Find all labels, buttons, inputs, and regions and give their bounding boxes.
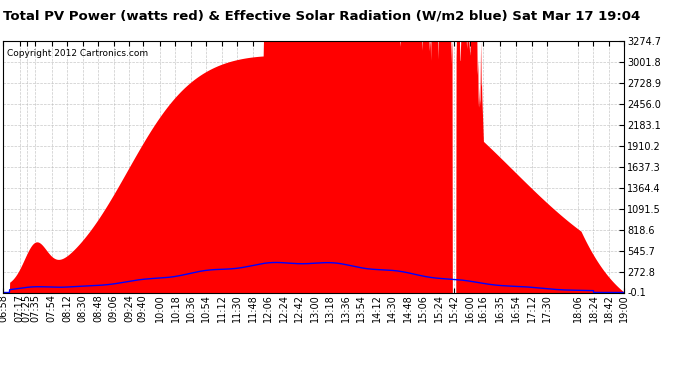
Text: Total PV Power (watts red) & Effective Solar Radiation (W/m2 blue) Sat Mar 17 19: Total PV Power (watts red) & Effective S…: [3, 9, 641, 22]
Text: Copyright 2012 Cartronics.com: Copyright 2012 Cartronics.com: [7, 49, 148, 58]
